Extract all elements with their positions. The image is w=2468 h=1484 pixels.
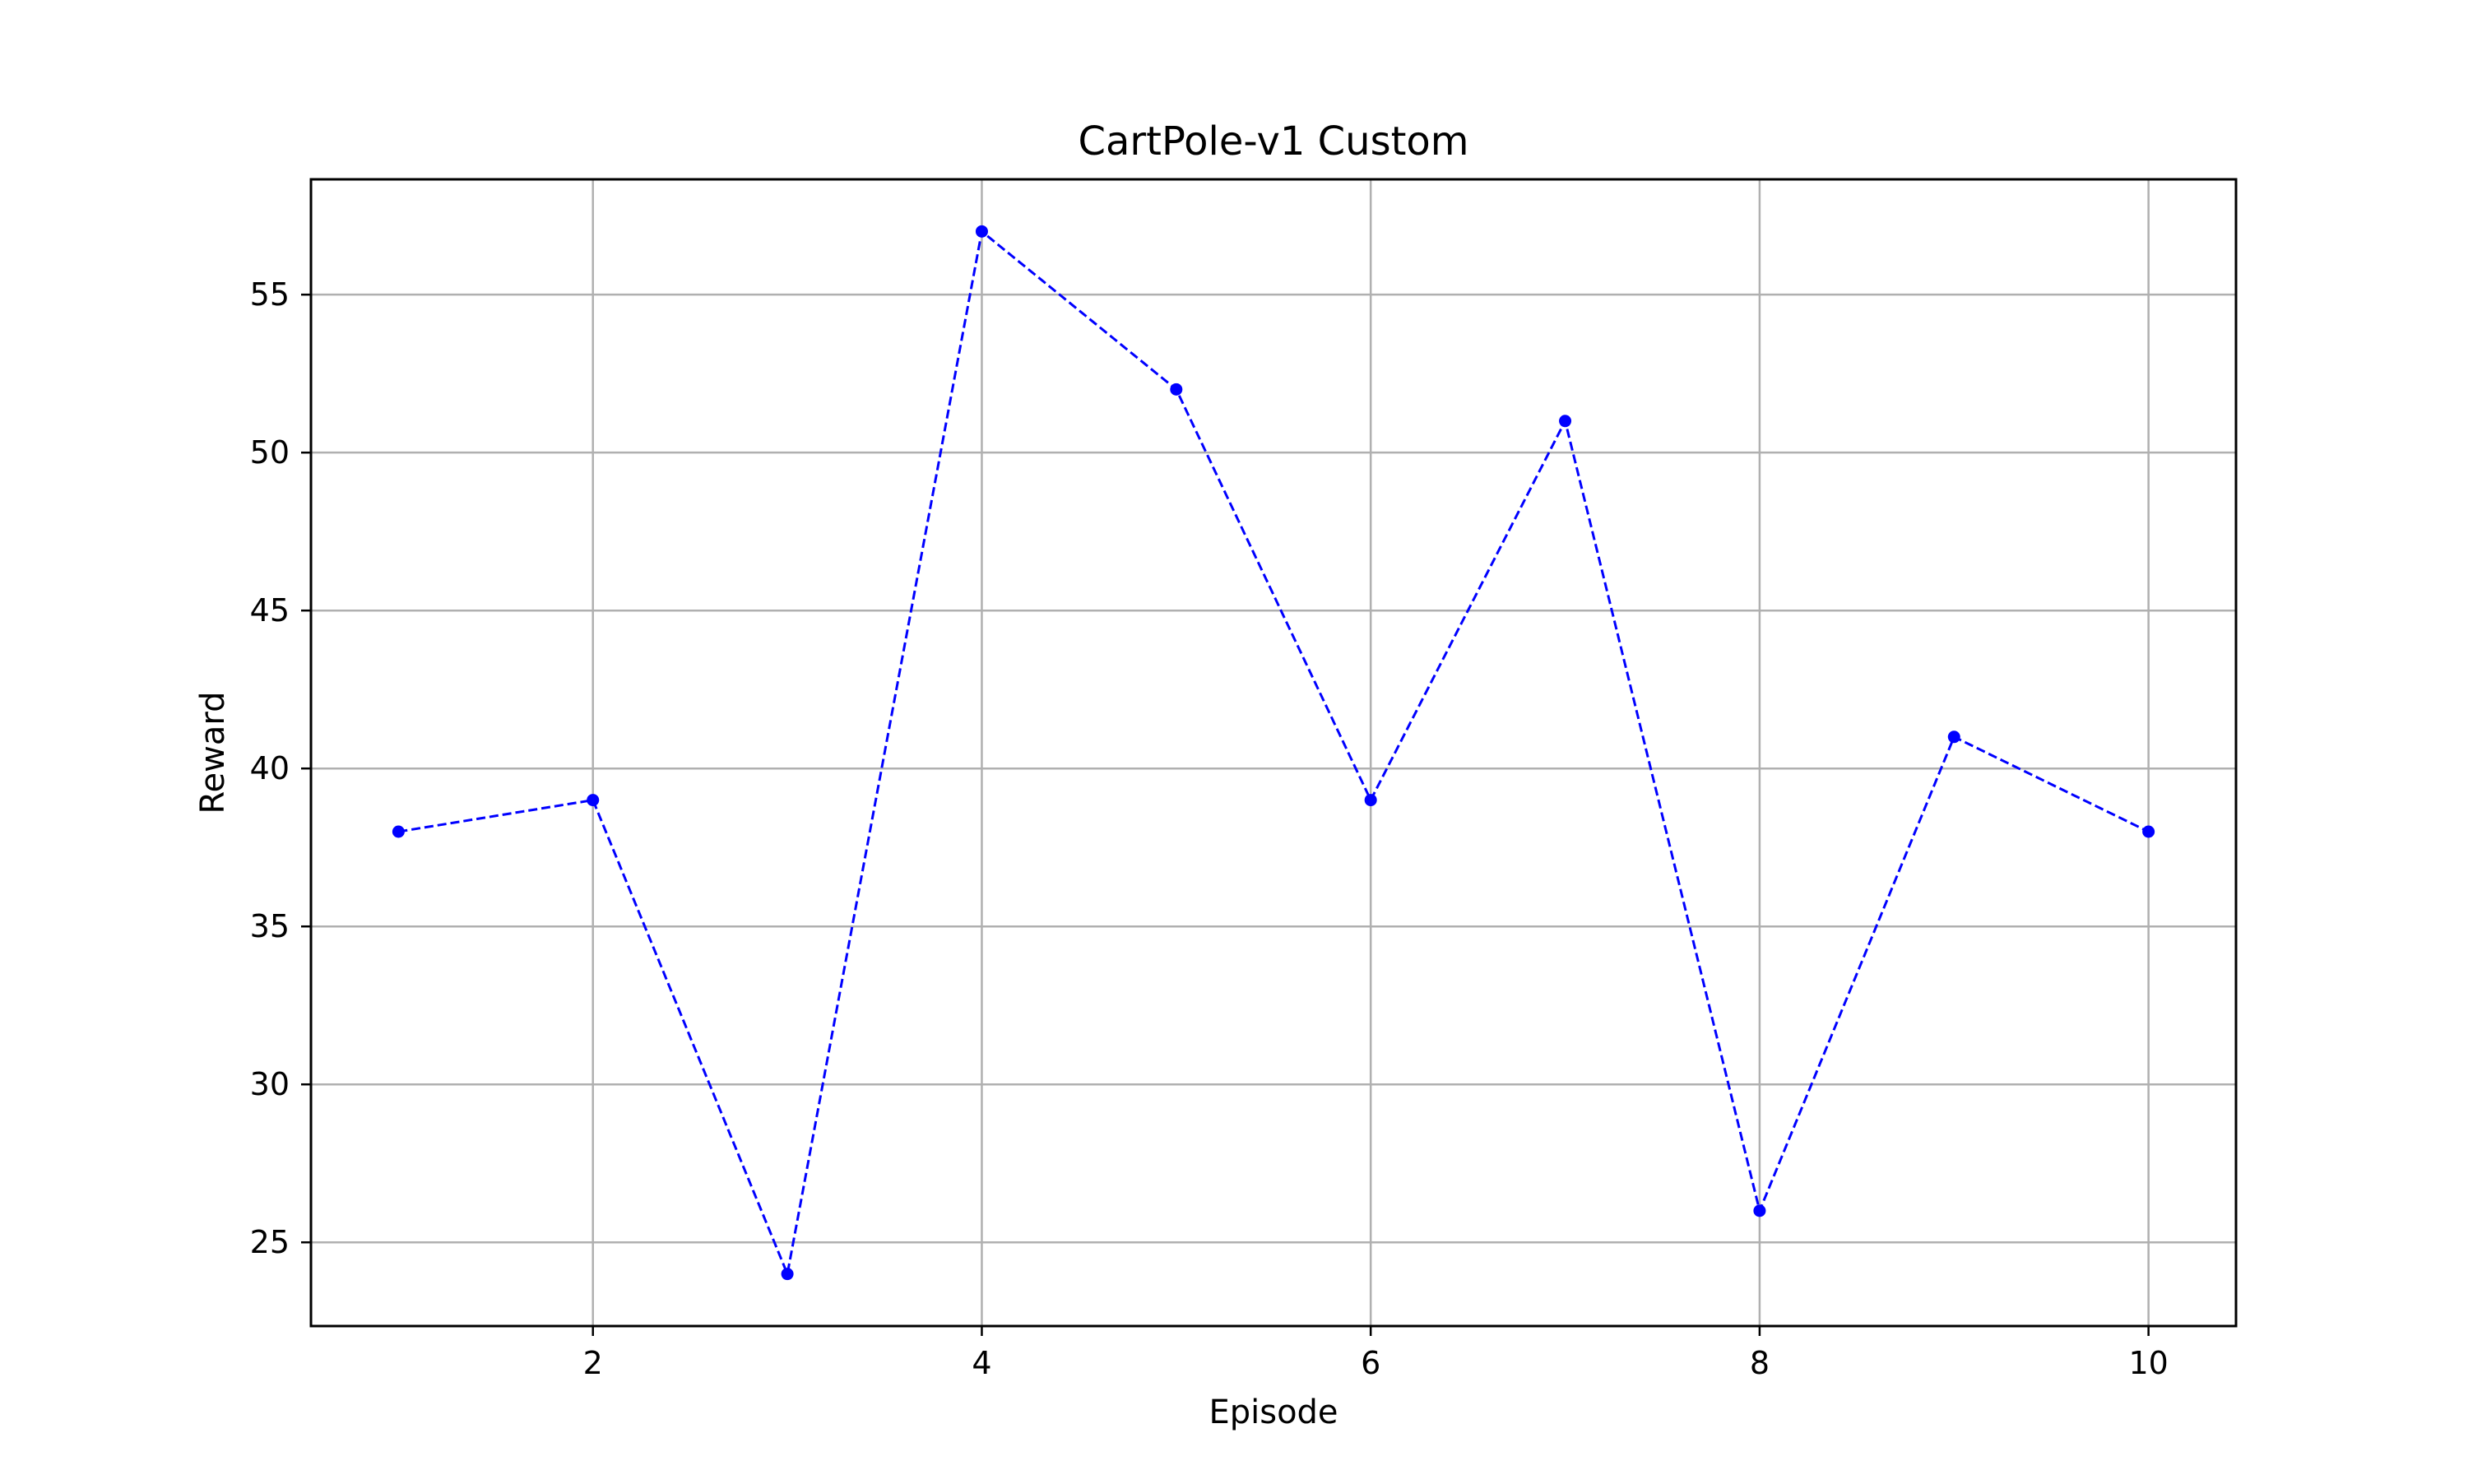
y-tick-label: 40 (250, 750, 290, 786)
x-axis-label: Episode (1208, 1394, 1338, 1431)
y-tick-label: 50 (250, 434, 290, 471)
data-point (975, 225, 988, 238)
series-layer (392, 225, 2155, 1281)
data-point (781, 1268, 794, 1281)
data-point (2142, 825, 2155, 838)
data-point (1364, 794, 1377, 807)
x-tick-label: 4 (972, 1345, 991, 1381)
y-tick-label: 45 (250, 592, 290, 628)
y-tick-label: 35 (250, 908, 290, 944)
data-point (1753, 1204, 1766, 1217)
data-point (392, 825, 405, 838)
data-point (587, 794, 600, 807)
y-tick-label: 25 (250, 1224, 290, 1260)
x-tick-label: 6 (1361, 1345, 1380, 1381)
x-tick-label: 2 (583, 1345, 603, 1381)
data-point (1559, 415, 1572, 428)
series-line (398, 229, 2150, 1278)
data-point (1947, 730, 1960, 744)
y-axis-label: Reward (194, 692, 232, 814)
plot-area-frame (309, 178, 2238, 1328)
tick-layer: 2 4 6 8 10 25 30 35 40 45 50 55 (250, 276, 2169, 1381)
chart-title: CartPole-v1 Custom (1078, 118, 1468, 165)
y-tick-label: 55 (250, 276, 290, 313)
grid-layer (311, 179, 2236, 1326)
data-point (1170, 383, 1183, 396)
y-tick-label: 30 (250, 1066, 290, 1102)
x-tick-label: 8 (1750, 1345, 1770, 1381)
x-tick-label: 10 (2128, 1345, 2168, 1381)
